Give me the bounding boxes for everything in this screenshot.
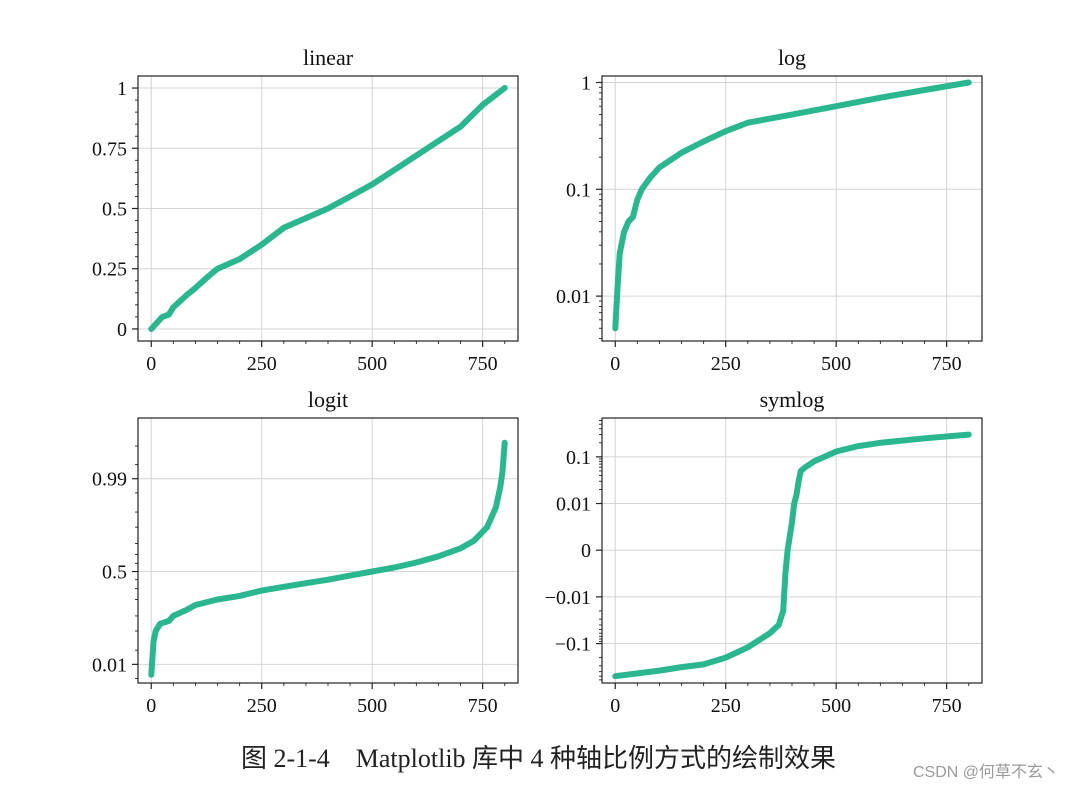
panel-title-log: log bbox=[778, 45, 806, 70]
x-tick-label-symlog: 500 bbox=[821, 695, 851, 717]
y-tick-label-linear: 1 bbox=[117, 78, 127, 100]
y-tick-label-log: 1 bbox=[581, 72, 591, 94]
minor-ticks-logit bbox=[135, 445, 506, 686]
y-ticks-linear: 0 0.25 0.5 0.75 1 bbox=[92, 78, 138, 341]
x-tick-label-logit: 250 bbox=[247, 695, 277, 717]
axes-frame-logit bbox=[137, 417, 519, 684]
y-tick-label-symlog: 0 bbox=[581, 540, 591, 562]
panel-title-symlog: symlog bbox=[760, 387, 825, 412]
x-tick-label-logit: 0 bbox=[146, 695, 156, 717]
x-tick-label-linear: 0 bbox=[146, 353, 156, 375]
y-tick-label-logit: 0.99 bbox=[92, 469, 127, 491]
y-ticks-logit: 0.01 0.5 0.99 bbox=[92, 469, 138, 676]
x-tick-label-logit: 500 bbox=[357, 695, 387, 717]
x-tick-label-log: 250 bbox=[711, 353, 741, 375]
panel-logit: logit 0 250 500 750 0.01 0.5 0.99 bbox=[92, 387, 519, 717]
axes-frame-log bbox=[601, 75, 983, 342]
watermark: CSDN @何草不玄丶 bbox=[912, 764, 1059, 781]
x-ticks-linear: 0 250 500 750 bbox=[146, 341, 498, 375]
gridlines-log bbox=[602, 76, 982, 341]
y-tick-label-log: 0.01 bbox=[556, 286, 591, 308]
x-ticks-symlog: 0 250 500 750 bbox=[610, 683, 962, 717]
x-tick-label-linear: 250 bbox=[247, 353, 277, 375]
y-tick-label-linear: 0.75 bbox=[92, 138, 127, 160]
y-tick-label-linear: 0.25 bbox=[92, 259, 127, 281]
panel-title-logit: logit bbox=[308, 387, 348, 412]
panel-title-linear: linear bbox=[303, 45, 354, 70]
x-ticks-logit: 0 250 500 750 bbox=[146, 683, 498, 717]
data-line-logit bbox=[148, 439, 508, 678]
y-tick-label-logit: 0.5 bbox=[102, 562, 127, 584]
y-tick-label-linear: 0.5 bbox=[102, 199, 127, 221]
x-ticks-log: 0 250 500 750 bbox=[610, 341, 962, 375]
y-ticks-log: 0.01 0.1 1 bbox=[556, 72, 602, 308]
x-tick-label-log: 750 bbox=[932, 353, 962, 375]
data-line-log bbox=[612, 79, 972, 332]
x-tick-label-symlog: 250 bbox=[711, 695, 741, 717]
panel-linear: linear 0 250 500 750 0 0.25 0.5 0.75 1 bbox=[92, 45, 519, 375]
x-tick-label-log: 0 bbox=[610, 353, 620, 375]
y-tick-label-symlog: −0.1 bbox=[555, 634, 591, 656]
y-tick-label-linear: 0 bbox=[117, 319, 127, 341]
y-tick-label-log: 0.1 bbox=[566, 179, 591, 201]
x-tick-label-logit: 750 bbox=[468, 695, 498, 717]
minor-ticks-symlog bbox=[599, 420, 970, 686]
data-line-symlog bbox=[612, 431, 972, 680]
y-tick-label-symlog: −0.01 bbox=[545, 587, 591, 609]
x-tick-label-log: 500 bbox=[821, 353, 851, 375]
minor-ticks-log bbox=[599, 86, 970, 344]
gridlines-linear bbox=[138, 76, 518, 341]
panel-log: log 0 250 500 750 0.01 0.1 1 bbox=[556, 45, 983, 375]
gridlines-symlog bbox=[602, 418, 982, 683]
y-ticks-symlog: −0.1 −0.01 0 0.01 0.1 bbox=[545, 447, 602, 656]
y-tick-label-symlog: 0.1 bbox=[566, 447, 591, 469]
figure-caption: 图 2-1-4 Matplotlib 库中 4 种轴比例方式的绘制效果 bbox=[240, 744, 837, 773]
x-tick-label-linear: 500 bbox=[357, 353, 387, 375]
x-tick-label-linear: 750 bbox=[468, 353, 498, 375]
y-tick-label-logit: 0.01 bbox=[92, 654, 127, 676]
panel-symlog: symlog 0 250 500 750 −0.1 −0.01 0 0.01 0.1 bbox=[545, 387, 983, 717]
data-line-linear bbox=[148, 85, 508, 332]
y-tick-label-symlog: 0.01 bbox=[556, 494, 591, 516]
x-tick-label-symlog: 0 bbox=[610, 695, 620, 717]
x-tick-label-symlog: 750 bbox=[932, 695, 962, 717]
